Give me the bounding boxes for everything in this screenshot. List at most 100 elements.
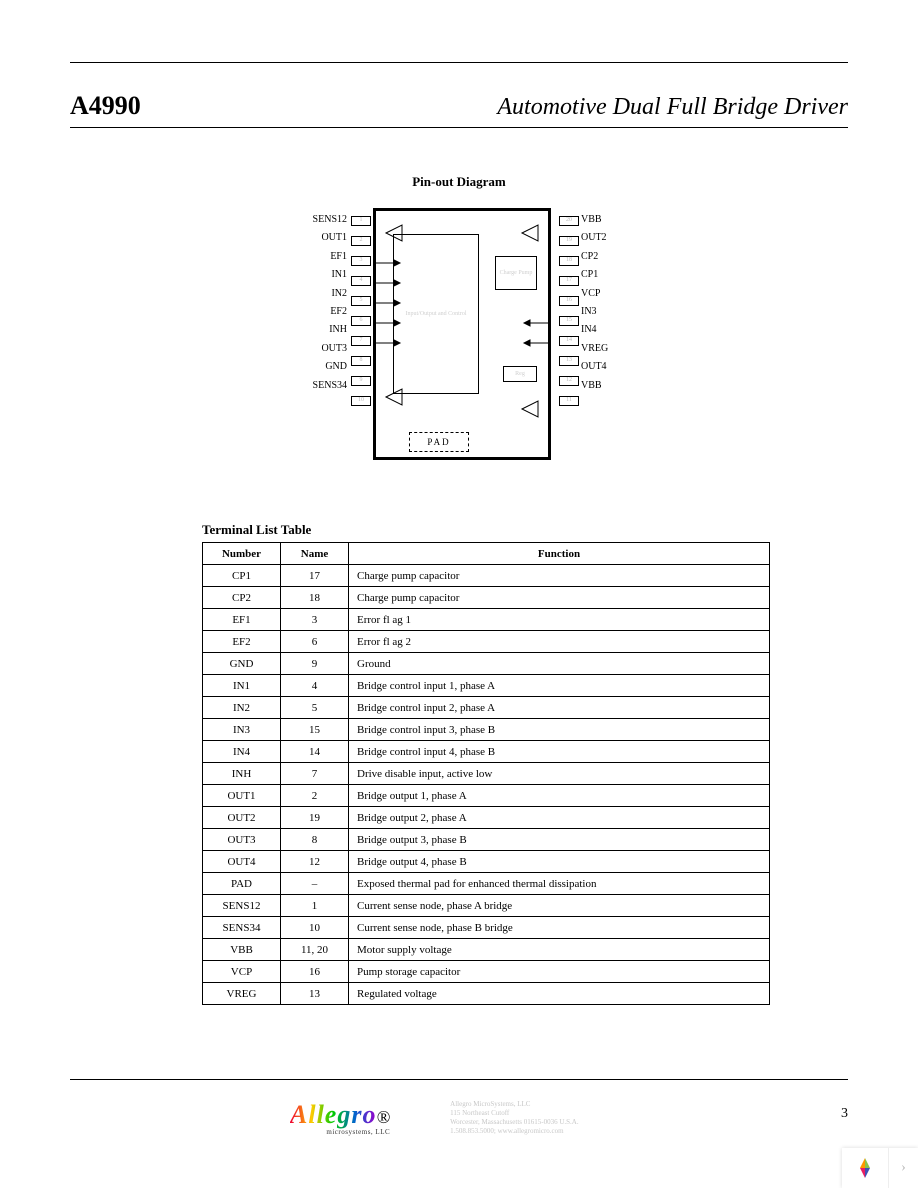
cell-number: EF2 — [203, 631, 281, 653]
table-row: EF13Error fl ag 1 — [203, 609, 770, 631]
table-row: SENS121Current sense node, phase A bridg… — [203, 895, 770, 917]
charge-pump-block: Charge Pump — [495, 256, 537, 290]
cell-number: VREG — [203, 983, 281, 1005]
pin-tab: 14 — [559, 336, 579, 346]
footer-address-line: 115 Northeast Cutoff — [450, 1109, 578, 1118]
cell-name: 7 — [281, 763, 349, 785]
table-row: VCP16Pump storage capacitor — [203, 961, 770, 983]
cell-name: 10 — [281, 917, 349, 939]
pinout-title: Pin-out Diagram — [70, 174, 848, 190]
table-row: INH7Drive disable input, active low — [203, 763, 770, 785]
table-row: VREG13Regulated voltage — [203, 983, 770, 1005]
cell-name: 16 — [281, 961, 349, 983]
chevron-right-icon[interactable]: › — [888, 1148, 918, 1188]
document-title: Automotive Dual Full Bridge Driver — [497, 94, 848, 121]
pin-label: IN1 — [289, 269, 347, 280]
cell-function: Pump storage capacitor — [349, 961, 770, 983]
cell-name: 6 — [281, 631, 349, 653]
cell-function: Regulated voltage — [349, 983, 770, 1005]
cell-name: 17 — [281, 565, 349, 587]
table-header-row: Number Name Function — [203, 543, 770, 565]
cell-function: Drive disable input, active low — [349, 763, 770, 785]
cell-name: 8 — [281, 829, 349, 851]
pin-tab: 16 — [559, 296, 579, 306]
header: A4990 Automotive Dual Full Bridge Driver — [70, 63, 848, 128]
cell-function: Bridge control input 3, phase B — [349, 719, 770, 741]
pin-label: VBB — [581, 380, 629, 391]
pin-label: OUT3 — [289, 343, 347, 354]
pin-label: OUT2 — [581, 232, 629, 243]
pad-label: PAD — [409, 432, 469, 452]
terminal-table: Number Name Function CP117Charge pump ca… — [202, 542, 770, 1005]
pin-tab: 7 — [351, 336, 371, 346]
cell-function: Bridge output 1, phase A — [349, 785, 770, 807]
cell-number: CP1 — [203, 565, 281, 587]
cell-function: Ground — [349, 653, 770, 675]
pin-tab: 19 — [559, 236, 579, 246]
cell-function: Current sense node, phase A bridge — [349, 895, 770, 917]
pin-label: OUT4 — [581, 361, 629, 372]
cell-function: Current sense node, phase B bridge — [349, 917, 770, 939]
pin-label: VREG — [581, 343, 629, 354]
pin-label: SENS12 — [289, 214, 347, 225]
pin-tab: 18 — [559, 256, 579, 266]
table-row: OUT219Bridge output 2, phase A — [203, 807, 770, 829]
col-name: Name — [281, 543, 349, 565]
pin-tab: 13 — [559, 356, 579, 366]
footer-rule — [70, 1079, 848, 1080]
cell-name: 4 — [281, 675, 349, 697]
cell-name: 3 — [281, 609, 349, 631]
logo-text: Allegro — [290, 1100, 376, 1129]
pin-tab: 3 — [351, 256, 371, 266]
cell-number: IN4 — [203, 741, 281, 763]
cell-name: 11, 20 — [281, 939, 349, 961]
table-row: IN315Bridge control input 3, phase B — [203, 719, 770, 741]
table-row: CP117Charge pump capacitor — [203, 565, 770, 587]
cell-function: Bridge control input 2, phase A — [349, 697, 770, 719]
table-row: IN414Bridge control input 4, phase B — [203, 741, 770, 763]
cell-function: Bridge output 4, phase B — [349, 851, 770, 873]
table-row: SENS3410Current sense node, phase B brid… — [203, 917, 770, 939]
corner-logo-icon[interactable] — [842, 1148, 888, 1188]
pin-tab: 5 — [351, 296, 371, 306]
table-row: OUT38Bridge output 3, phase B — [203, 829, 770, 851]
footer-address-line: Allegro MicroSystems, LLC — [450, 1100, 578, 1109]
cell-name: 9 — [281, 653, 349, 675]
cell-name: 19 — [281, 807, 349, 829]
page-number: 3 — [841, 1106, 848, 1122]
pin-label: IN4 — [581, 324, 629, 335]
cell-number: SENS34 — [203, 917, 281, 939]
cell-function: Error fl ag 2 — [349, 631, 770, 653]
cell-function: Error fl ag 1 — [349, 609, 770, 631]
cell-number: INH — [203, 763, 281, 785]
pin-tab: 11 — [559, 396, 579, 406]
pin-tab: 4 — [351, 276, 371, 286]
footer-address-line: Worcester, Massachusetts 01615-0036 U.S.… — [450, 1118, 578, 1127]
table-row: CP218Charge pump capacitor — [203, 587, 770, 609]
cell-function: Charge pump capacitor — [349, 587, 770, 609]
cell-number: GND — [203, 653, 281, 675]
table-title: Terminal List Table — [202, 522, 848, 538]
cell-number: VCP — [203, 961, 281, 983]
reg-block: Reg — [503, 366, 537, 382]
cell-name: 2 — [281, 785, 349, 807]
cell-name: 15 — [281, 719, 349, 741]
pin-tab: 20 — [559, 216, 579, 226]
cell-number: IN3 — [203, 719, 281, 741]
cell-name: 18 — [281, 587, 349, 609]
cell-name: 5 — [281, 697, 349, 719]
cell-function: Motor supply voltage — [349, 939, 770, 961]
corner-widget[interactable]: › — [842, 1148, 918, 1188]
table-row: IN14Bridge control input 1, phase A — [203, 675, 770, 697]
table-row: OUT412Bridge output 4, phase B — [203, 851, 770, 873]
cell-number: OUT4 — [203, 851, 281, 873]
table-row: GND9Ground — [203, 653, 770, 675]
col-number: Number — [203, 543, 281, 565]
cell-function: Exposed thermal pad for enhanced thermal… — [349, 873, 770, 895]
table-row: IN25Bridge control input 2, phase A — [203, 697, 770, 719]
pin-label: IN2 — [289, 288, 347, 299]
cell-number: SENS12 — [203, 895, 281, 917]
pin-tab: 12 — [559, 376, 579, 386]
col-function: Function — [349, 543, 770, 565]
table-row: PAD–Exposed thermal pad for enhanced the… — [203, 873, 770, 895]
